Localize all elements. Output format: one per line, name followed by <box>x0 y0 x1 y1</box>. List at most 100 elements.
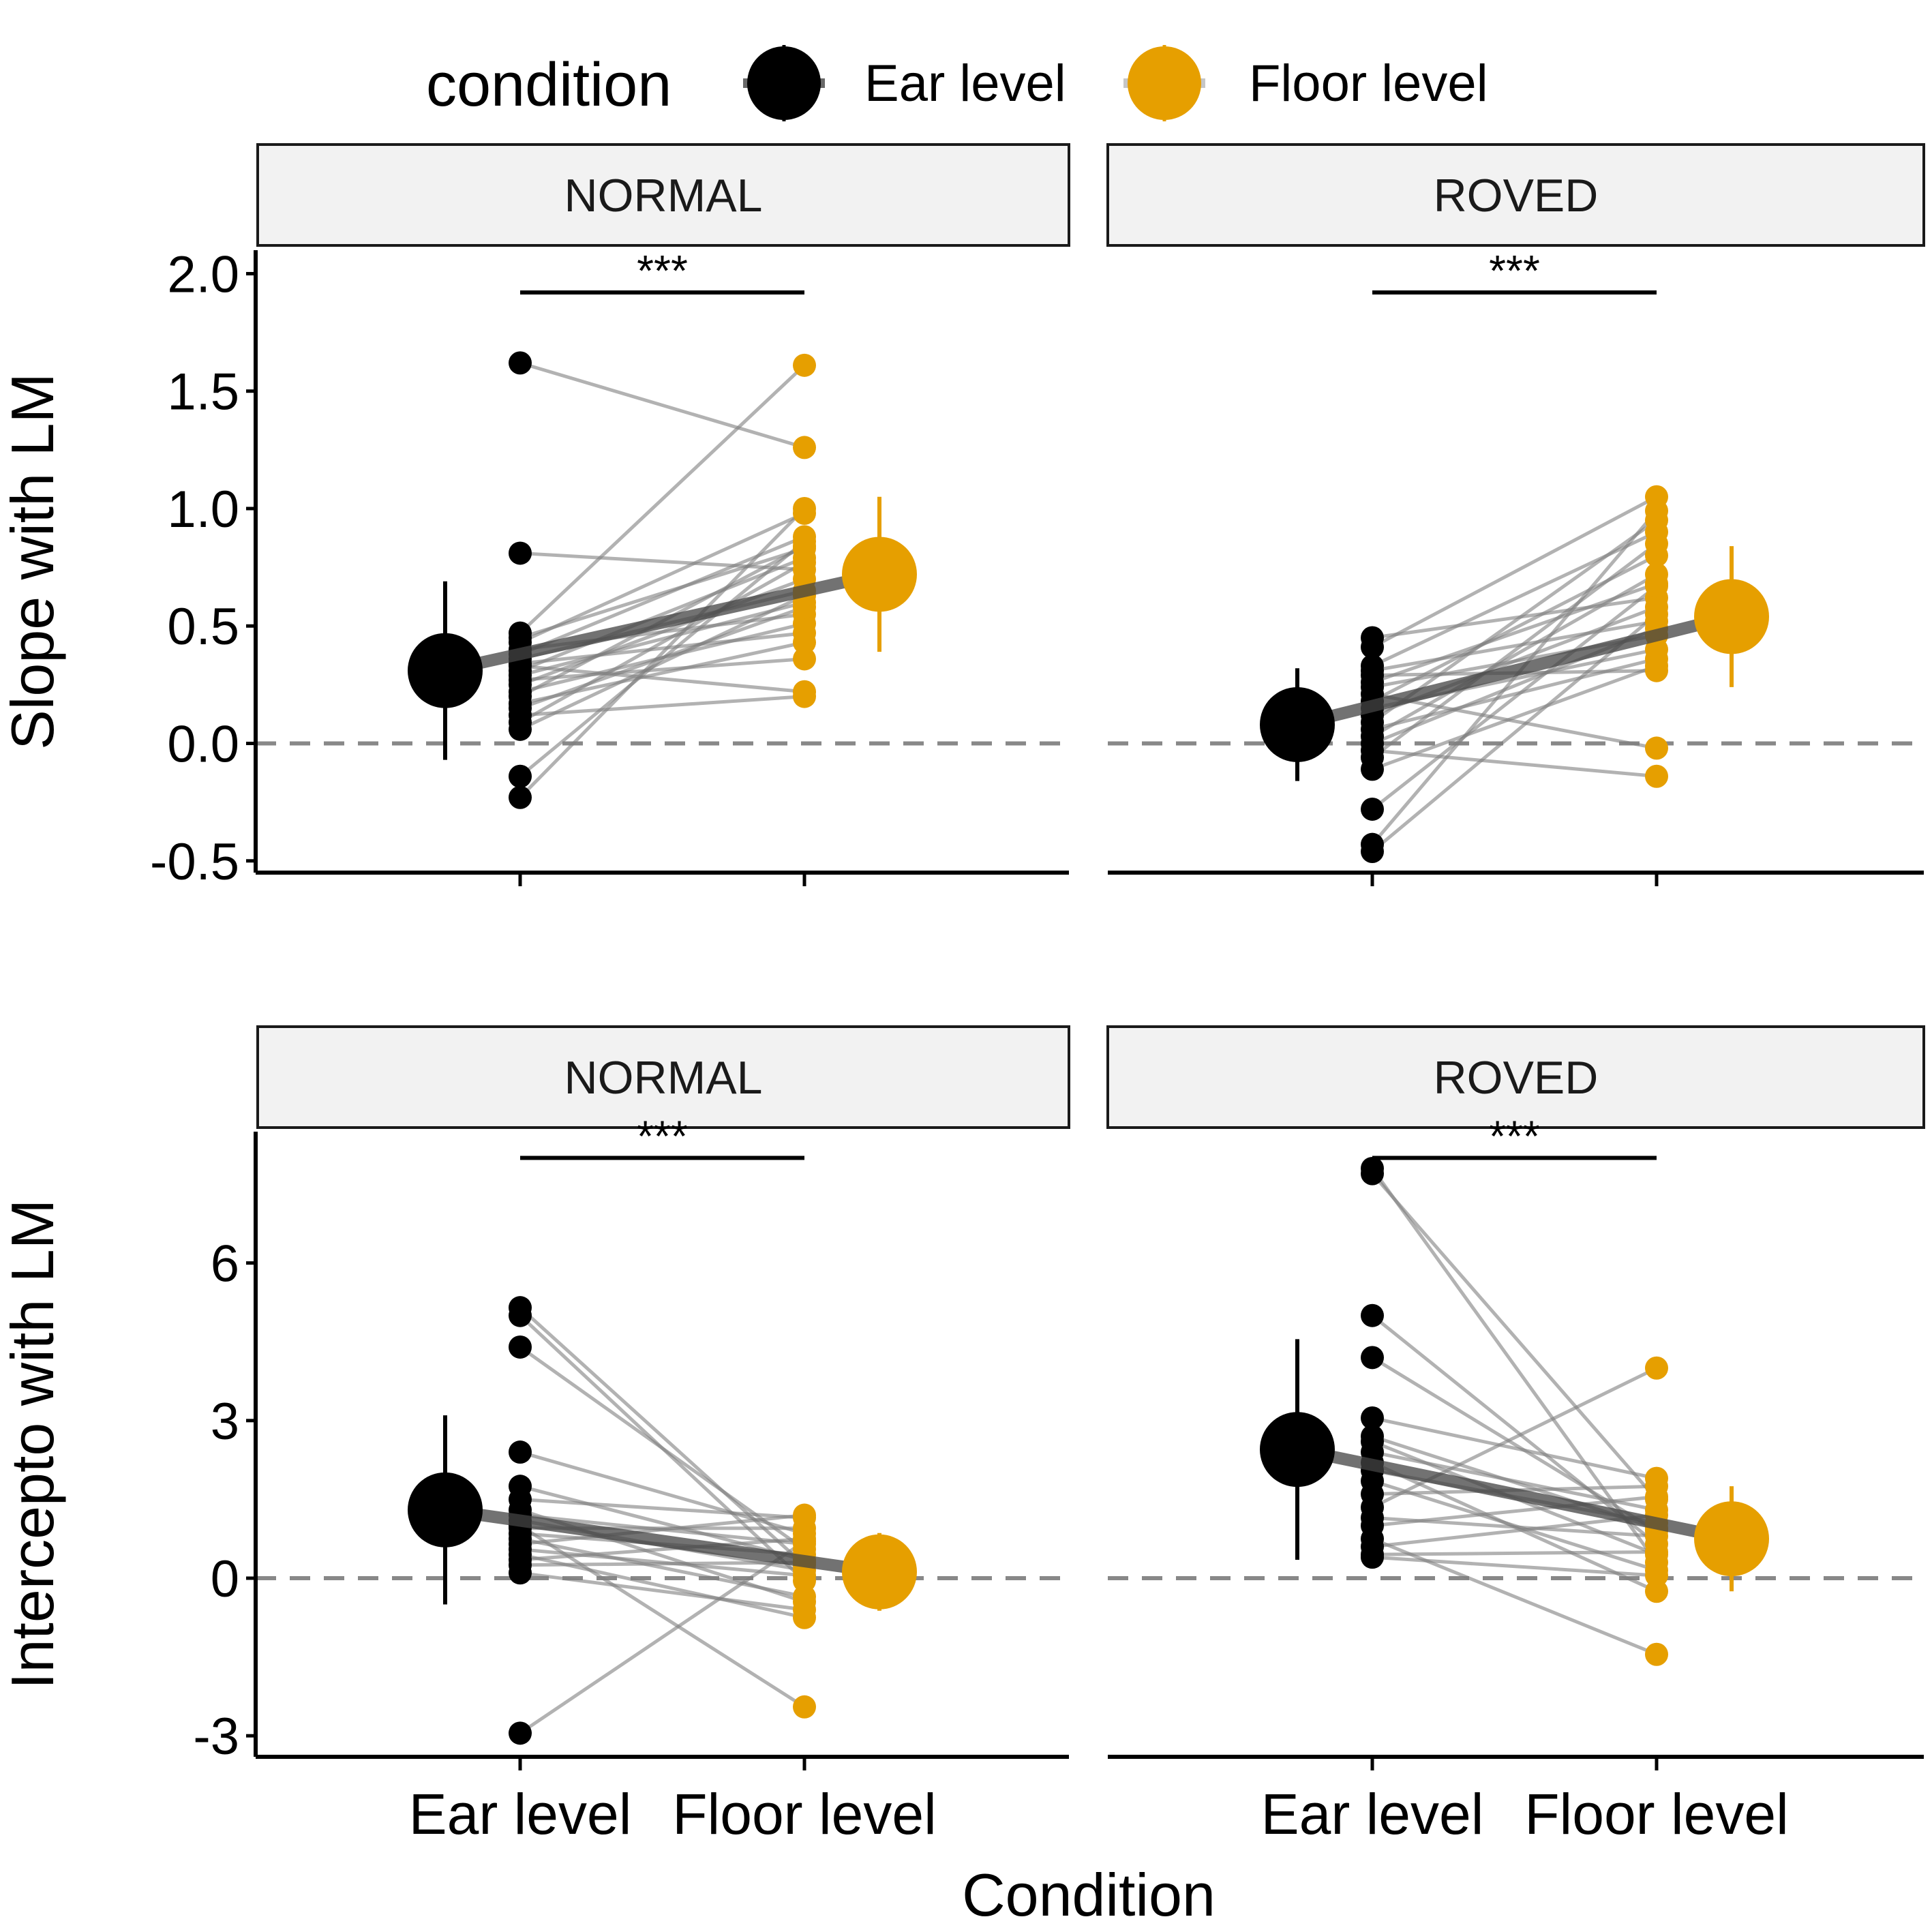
y-tick-label-row1-normal-5: 2.0 <box>167 245 239 303</box>
pair-line-row1-roved-0 <box>1372 596 1657 639</box>
pair-line-row2-normal-17 <box>519 1560 805 1567</box>
y-tick-label-row2-normal-0: -3 <box>193 1708 239 1766</box>
strip-row2-roved <box>1106 1025 1925 1129</box>
pair-line-row1-roved-15 <box>1372 749 1657 779</box>
pair-line-row2-normal-18 <box>519 1571 805 1612</box>
point-floor-row2-roved-16 <box>1645 1564 1668 1588</box>
pair-line-row1-normal-16 <box>519 640 805 706</box>
point-floor-row2-roved-15 <box>1645 1540 1668 1564</box>
point-ear-row2-normal-3 <box>509 1440 532 1464</box>
mean-point-ear-row1-normal <box>408 633 483 708</box>
x-axis-title: Condition <box>962 1861 1216 1929</box>
point-floor-row2-normal-13 <box>793 1503 816 1527</box>
point-floor-row2-roved-13 <box>1645 1642 1668 1666</box>
pair-line-row2-normal-5 <box>519 1497 805 1520</box>
mean-point-floor-row1-roved <box>1694 579 1769 654</box>
pair-line-row1-roved-19 <box>1371 509 1658 846</box>
legend-key-floor-point <box>1128 46 1201 120</box>
y-tick-label-row2-normal-2: 3 <box>211 1393 239 1451</box>
pair-line-row2-normal-19 <box>519 1539 806 1735</box>
pair-line-row1-normal-10 <box>519 556 805 673</box>
pair-line-row2-roved-13 <box>1372 1537 1657 1657</box>
point-floor-row1-roved-7 <box>1645 736 1668 760</box>
pair-line-row2-roved-3 <box>1371 1356 1658 1533</box>
point-floor-row1-normal-16 <box>793 631 816 654</box>
point-ear-row1-normal-20 <box>509 717 532 741</box>
mean-point-ear-row1-roved <box>1260 686 1335 762</box>
point-floor-row1-normal-0 <box>793 436 816 459</box>
mean-point-floor-row1-normal <box>842 537 917 612</box>
summary-line-row1-roved <box>1295 610 1734 731</box>
point-floor-row1-normal-14 <box>793 612 816 635</box>
mean-point-ear-row2-roved <box>1260 1412 1335 1488</box>
pair-line-row1-normal-21 <box>519 540 806 778</box>
point-ear-row1-normal-1 <box>509 541 532 565</box>
point-ear-row1-normal-0 <box>509 351 532 375</box>
point-floor-row1-normal-12 <box>793 647 816 671</box>
sig-label-row2-roved: *** <box>1489 1112 1540 1161</box>
y-axis-title-row-2: Intercepto with LM <box>0 1199 66 1689</box>
strip-label-row1-normal: NORMAL <box>564 170 763 222</box>
point-ear-row2-roved-3 <box>1361 1346 1384 1370</box>
strip-row1-roved <box>1106 143 1925 247</box>
strip-label-row2-roved: ROVED <box>1434 1052 1599 1104</box>
pair-line-row1-roved-12 <box>1372 657 1657 731</box>
point-floor-row1-roved-20 <box>1645 603 1668 627</box>
point-ear-row1-roved-17 <box>1361 757 1384 781</box>
sig-label-row1-roved: *** <box>1489 246 1540 295</box>
point-floor-row1-normal-19 <box>793 551 816 575</box>
point-ear-row2-normal-2 <box>509 1335 532 1359</box>
strip-row1-normal <box>256 143 1070 247</box>
point-floor-row2-roved-10 <box>1645 1356 1668 1380</box>
point-floor-row2-normal-18 <box>793 1598 816 1622</box>
pair-line-row2-roved-1 <box>1371 1173 1658 1501</box>
point-floor-row1-roved-19 <box>1645 499 1668 523</box>
y-tick-label-row1-normal-1: 0.0 <box>167 716 239 774</box>
pair-line-row1-normal-22 <box>519 507 806 799</box>
strip-row2-normal <box>256 1025 1070 1129</box>
legend-label-ear: Ear level <box>864 55 1066 112</box>
pair-line-row1-normal-18 <box>519 695 805 717</box>
x-tick-label-row2-normal-ear: Ear level <box>409 1782 632 1846</box>
y-axis-title-row-1: Slope with LM <box>0 373 66 750</box>
point-ear-row2-roved-4 <box>1361 1406 1384 1430</box>
x-tick-label-row2-roved-ear: Ear level <box>1261 1782 1484 1846</box>
y-tick-label-row1-normal-2: 0.5 <box>167 598 239 656</box>
legend-title: condition <box>426 51 671 119</box>
pair-line-row1-roved-1 <box>1371 495 1658 649</box>
y-tick-label-row2-normal-3: 6 <box>211 1235 239 1293</box>
point-floor-row1-normal-2 <box>793 353 816 377</box>
pair-line-row2-roved-4 <box>1372 1416 1657 1481</box>
pair-line-row1-roved-16 <box>1371 542 1658 759</box>
pair-line-row1-roved-17 <box>1372 664 1657 771</box>
summary-line-row2-roved <box>1296 1443 1733 1545</box>
pair-line-row2-normal-0 <box>519 1306 806 1567</box>
pair-line-row2-roved-14 <box>1372 1513 1657 1549</box>
point-ear-row2-roved-1 <box>1361 1162 1384 1186</box>
pair-line-row1-normal-19 <box>519 561 806 724</box>
pair-line-row1-normal-4 <box>519 511 806 644</box>
point-floor-row1-roved-18 <box>1645 574 1668 598</box>
pair-line-row1-roved-18 <box>1371 584 1658 811</box>
pair-line-row1-normal-11 <box>519 601 805 678</box>
strip-label-row2-normal: NORMAL <box>564 1052 763 1104</box>
point-ear-row2-roved-18 <box>1361 1482 1384 1506</box>
point-floor-row2-normal-9 <box>793 1695 816 1719</box>
pair-line-row1-roved-20 <box>1371 613 1658 853</box>
point-floor-row1-normal-21 <box>793 530 816 554</box>
pair-line-row2-normal-16 <box>519 1537 805 1562</box>
point-ear-row1-normal-22 <box>509 785 532 809</box>
pair-line-row2-roved-10 <box>1371 1366 1658 1509</box>
mean-point-floor-row2-normal <box>842 1534 917 1610</box>
point-ear-row2-normal-1 <box>509 1303 532 1327</box>
summary-line-row2-normal <box>444 1503 881 1578</box>
pair-line-row2-normal-12 <box>519 1537 805 1599</box>
point-ear-row1-normal-21 <box>509 764 532 788</box>
pair-line-row1-normal-8 <box>519 631 805 665</box>
y-tick-label-row1-normal-3: 1.0 <box>167 481 239 539</box>
point-floor-row2-normal-19 <box>793 1530 816 1554</box>
summary-line-row1-normal <box>444 568 881 677</box>
point-ear-row2-roved-2 <box>1361 1303 1384 1327</box>
pair-line-row2-roved-12 <box>1372 1495 1657 1528</box>
